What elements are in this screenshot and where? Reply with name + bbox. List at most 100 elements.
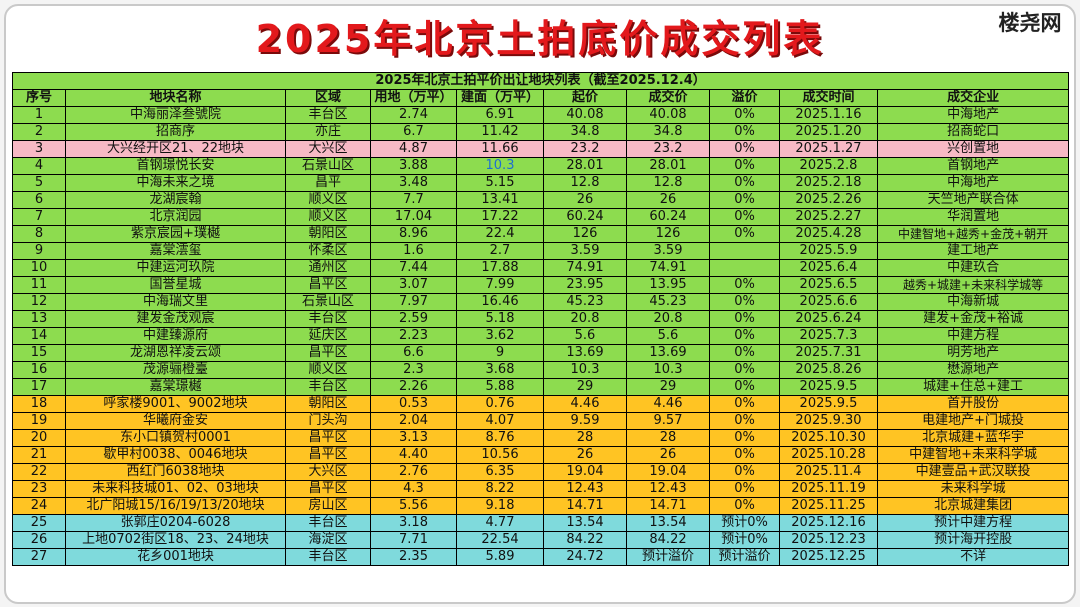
table-row: 5 中海未来之境 昌平 3.48 5.15 12.8 12.8 0% 2025.2.18 中海地产 [12,174,1070,192]
floor-area: 10.56 [456,446,544,464]
starting-price: 84.22 [543,531,627,549]
row-number: 26 [12,531,66,549]
plot-name: 中海丽泽叁號院 [65,106,286,124]
deal-price: 20.8 [626,310,710,328]
premium-rate: 0% [709,395,780,413]
starting-price: 10.3 [543,361,627,379]
plot-name: 龙湖恩祥凌云颂 [65,344,286,362]
floor-area: 6.35 [456,463,544,481]
plot-name: 国誉星城 [65,276,286,294]
deal-price: 5.6 [626,327,710,345]
winning-company: 建发+金茂+裕诚 [876,310,1070,328]
floor-area: 7.99 [456,276,544,294]
floor-area: 16.46 [456,293,544,311]
deal-date: 2025.4.28 [779,225,878,243]
floor-area: 5.15 [456,174,544,192]
premium-rate: 0% [709,429,780,447]
winning-company: 中海新城 [876,293,1070,311]
winning-company: 中海地产 [876,174,1070,192]
district: 门头沟 [285,412,371,430]
starting-price: 26 [543,191,627,209]
winning-company: 懋源地产 [876,361,1070,379]
table-row: 20 东小口镇贺村0001 昌平区 3.13 8.76 28 28 0% 2025.10.30 北… [12,429,1070,447]
deal-price: 26 [626,191,710,209]
land-auction-table: 2025年北京土拍平价出让地块列表（截至2025.12.4） 序号 地块名称 区域用… [11,72,1070,566]
floor-area: 22.4 [456,225,544,243]
floor-area: 9.18 [456,497,544,515]
deal-date: 2025.12.23 [779,531,878,549]
plot-name: 首钢璟悦长安 [65,157,286,175]
district: 石景山区 [285,293,371,311]
deal-date: 2025.11.19 [779,480,878,498]
deal-date: 2025.8.26 [779,361,878,379]
deal-date: 2025.2.26 [779,191,878,209]
table-row: 1 中海丽泽叁號院 丰台区 2.74 6.91 40.08 40.08 0% 2025.1.16… [12,106,1070,124]
deal-price: 40.08 [626,106,710,124]
row-number: 17 [12,378,66,396]
plot-name: 茂源骊橙臺 [65,361,286,379]
deal-price: 126 [626,225,710,243]
land-area: 7.97 [370,293,457,311]
winning-company: 中建智地+未来科学城 [876,446,1070,464]
table-row: 8 紫京宸园+璞樾 朝阳区 8.96 22.4 126 126 0% 2025.4.28 中建智地… [12,225,1070,243]
land-area: 2.35 [370,548,457,566]
plot-name: 招商序 [65,123,286,141]
deal-date: 2025.12.16 [779,514,878,532]
row-number: 8 [12,225,66,243]
district: 丰台区 [285,548,371,566]
deal-date: 2025.5.9 [779,242,878,260]
row-number: 5 [12,174,66,192]
winning-company: 电建地产+门城投 [876,412,1070,430]
deal-date: 2025.1.27 [779,140,878,158]
starting-price: 12.43 [543,480,627,498]
winning-company: 明芳地产 [876,344,1070,362]
table-row: 4 首钢璟悦长安 石景山区 3.88 10.3 28.01 28.01 0% 2025.2.8 首… [12,157,1070,175]
premium-rate: 预计溢价 [709,548,780,566]
row-number: 2 [12,123,66,141]
winning-company: 建工地产 [876,242,1070,260]
winning-company: 首开股份 [876,395,1070,413]
starting-price: 13.54 [543,514,627,532]
row-number: 21 [12,446,66,464]
starting-price: 45.23 [543,293,627,311]
starting-price: 23.95 [543,276,627,294]
deal-date: 2025.2.27 [779,208,878,226]
row-number: 13 [12,310,66,328]
winning-company: 天竺地产联合体 [876,191,1070,209]
table-row: 11 国誉星城 昌平区 3.07 7.99 23.95 13.95 0% 2025.6.5 越秀+… [12,276,1070,294]
plot-name: 中建运河玖院 [65,259,286,277]
column-header: 地块名称 [65,89,286,107]
premium-rate: 0% [709,497,780,515]
premium-rate: 0% [709,174,780,192]
floor-area: 2.7 [456,242,544,260]
row-number: 15 [12,344,66,362]
plot-name: 呼家楼9001、9002地块 [65,395,286,413]
district: 丰台区 [285,514,371,532]
deal-price: 29 [626,378,710,396]
starting-price: 28.01 [543,157,627,175]
row-number: 3 [12,140,66,158]
premium-rate: 0% [709,446,780,464]
deal-price: 4.46 [626,395,710,413]
land-area: 3.18 [370,514,457,532]
row-number: 7 [12,208,66,226]
row-number: 1 [12,106,66,124]
premium-rate: 0% [709,293,780,311]
floor-area: 5.18 [456,310,544,328]
premium-rate: 0% [709,106,780,124]
row-number: 27 [12,548,66,566]
floor-area: 5.88 [456,378,544,396]
deal-price: 9.57 [626,412,710,430]
district: 昌平区 [285,446,371,464]
plot-name: 花乡001地块 [65,548,286,566]
district: 延庆区 [285,327,371,345]
row-number: 11 [12,276,66,294]
district: 石景山区 [285,157,371,175]
winning-company: 兴创置地 [876,140,1070,158]
table-row: 10 中建运河玖院 通州区 7.44 17.88 74.91 74.91 2025.6.4 中建… [12,259,1070,277]
table-row: 19 华曦府金安 门头沟 2.04 4.07 9.59 9.57 0% 2025.9.30 电建地… [12,412,1070,430]
column-header: 起价 [543,89,627,107]
table-row: 13 建发金茂观宸 丰台区 2.59 5.18 20.8 20.8 0% 2025.6.24 建发… [12,310,1070,328]
row-number: 20 [12,429,66,447]
table-row: 23 未来科技城01、02、03地块 昌平区 4.3 8.22 12.43 12.43 0% 2… [12,480,1070,498]
